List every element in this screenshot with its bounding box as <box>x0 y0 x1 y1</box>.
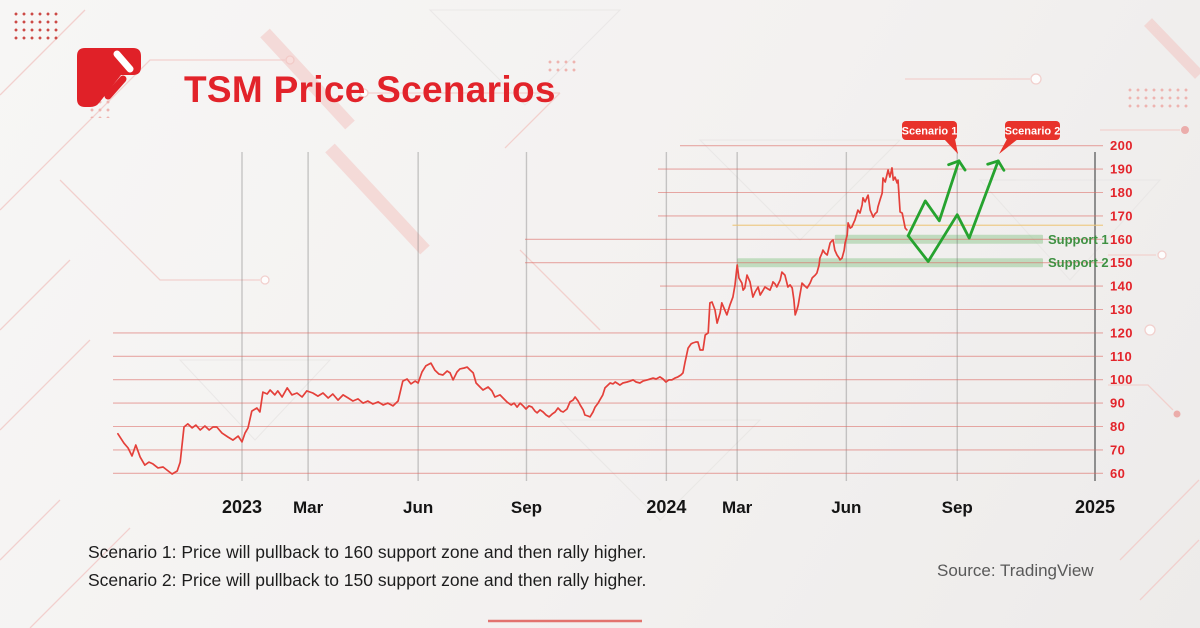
scenario-badge-label: Scenario 1 <box>902 126 958 138</box>
y-axis-label: 120 <box>1110 325 1133 340</box>
scenario-arrowhead <box>947 159 961 167</box>
y-axis-label: 70 <box>1110 442 1125 457</box>
y-axis-label: 180 <box>1110 185 1133 200</box>
scenario-badge-label: Scenario 2 <box>1005 126 1061 138</box>
price-series-line <box>117 167 908 475</box>
dot-grid-decoration <box>1126 86 1192 110</box>
x-axis-label: 2023 <box>222 497 262 517</box>
y-axis-label: 200 <box>1110 138 1133 153</box>
y-axis-label: 150 <box>1110 255 1133 270</box>
y-axis-label: 100 <box>1110 372 1133 387</box>
x-axis-label: 2024 <box>646 497 686 517</box>
y-axis-label: 110 <box>1110 349 1132 364</box>
scenario-projection-line <box>906 159 1000 263</box>
scenario-notes: Scenario 1: Price will pullback to 160 s… <box>88 538 646 594</box>
x-axis-label: Jun <box>831 498 861 517</box>
brand-logo-icon <box>77 48 141 107</box>
x-axis-label: Sep <box>511 498 542 517</box>
dot-grid-decoration <box>546 58 578 76</box>
scenario-arrowhead <box>957 159 967 172</box>
y-axis-label: 160 <box>1110 232 1133 247</box>
support-zone-label: Support 2 <box>1048 255 1109 270</box>
scenario-badge <box>902 121 957 140</box>
scenario-badge-tail <box>999 139 1018 154</box>
x-axis-label: 2025 <box>1075 497 1115 517</box>
page-title: TSM Price Scenarios <box>184 68 556 110</box>
dot-grid-decoration <box>12 10 60 40</box>
x-axis-label: Sep <box>942 498 973 517</box>
y-axis-label: 60 <box>1110 466 1125 481</box>
y-axis-label: 80 <box>1110 419 1125 434</box>
scenario-arrowhead <box>996 159 1006 172</box>
scenario-badge <box>1005 121 1060 140</box>
source-credit: Source: TradingView <box>937 561 1094 580</box>
x-axis-label: Mar <box>722 498 753 517</box>
support-zone-label: Support 1 <box>1048 232 1109 247</box>
scenario-1-note: Scenario 1: Price will pullback to 160 s… <box>88 542 647 562</box>
y-axis-label: 130 <box>1110 302 1133 317</box>
x-axis-label: Jun <box>403 498 433 517</box>
x-axis-label: Mar <box>293 498 324 517</box>
y-axis-label: 90 <box>1110 396 1125 411</box>
scenario-projection-line <box>906 159 961 238</box>
scenario-arrowhead <box>986 159 1000 166</box>
y-axis-label: 190 <box>1110 162 1133 177</box>
scenario-2-note: Scenario 2: Price will pullback to 150 s… <box>88 570 647 590</box>
y-axis-label: 170 <box>1110 208 1133 223</box>
scenario-badge-tail <box>944 139 958 154</box>
y-axis-label: 140 <box>1110 279 1133 294</box>
